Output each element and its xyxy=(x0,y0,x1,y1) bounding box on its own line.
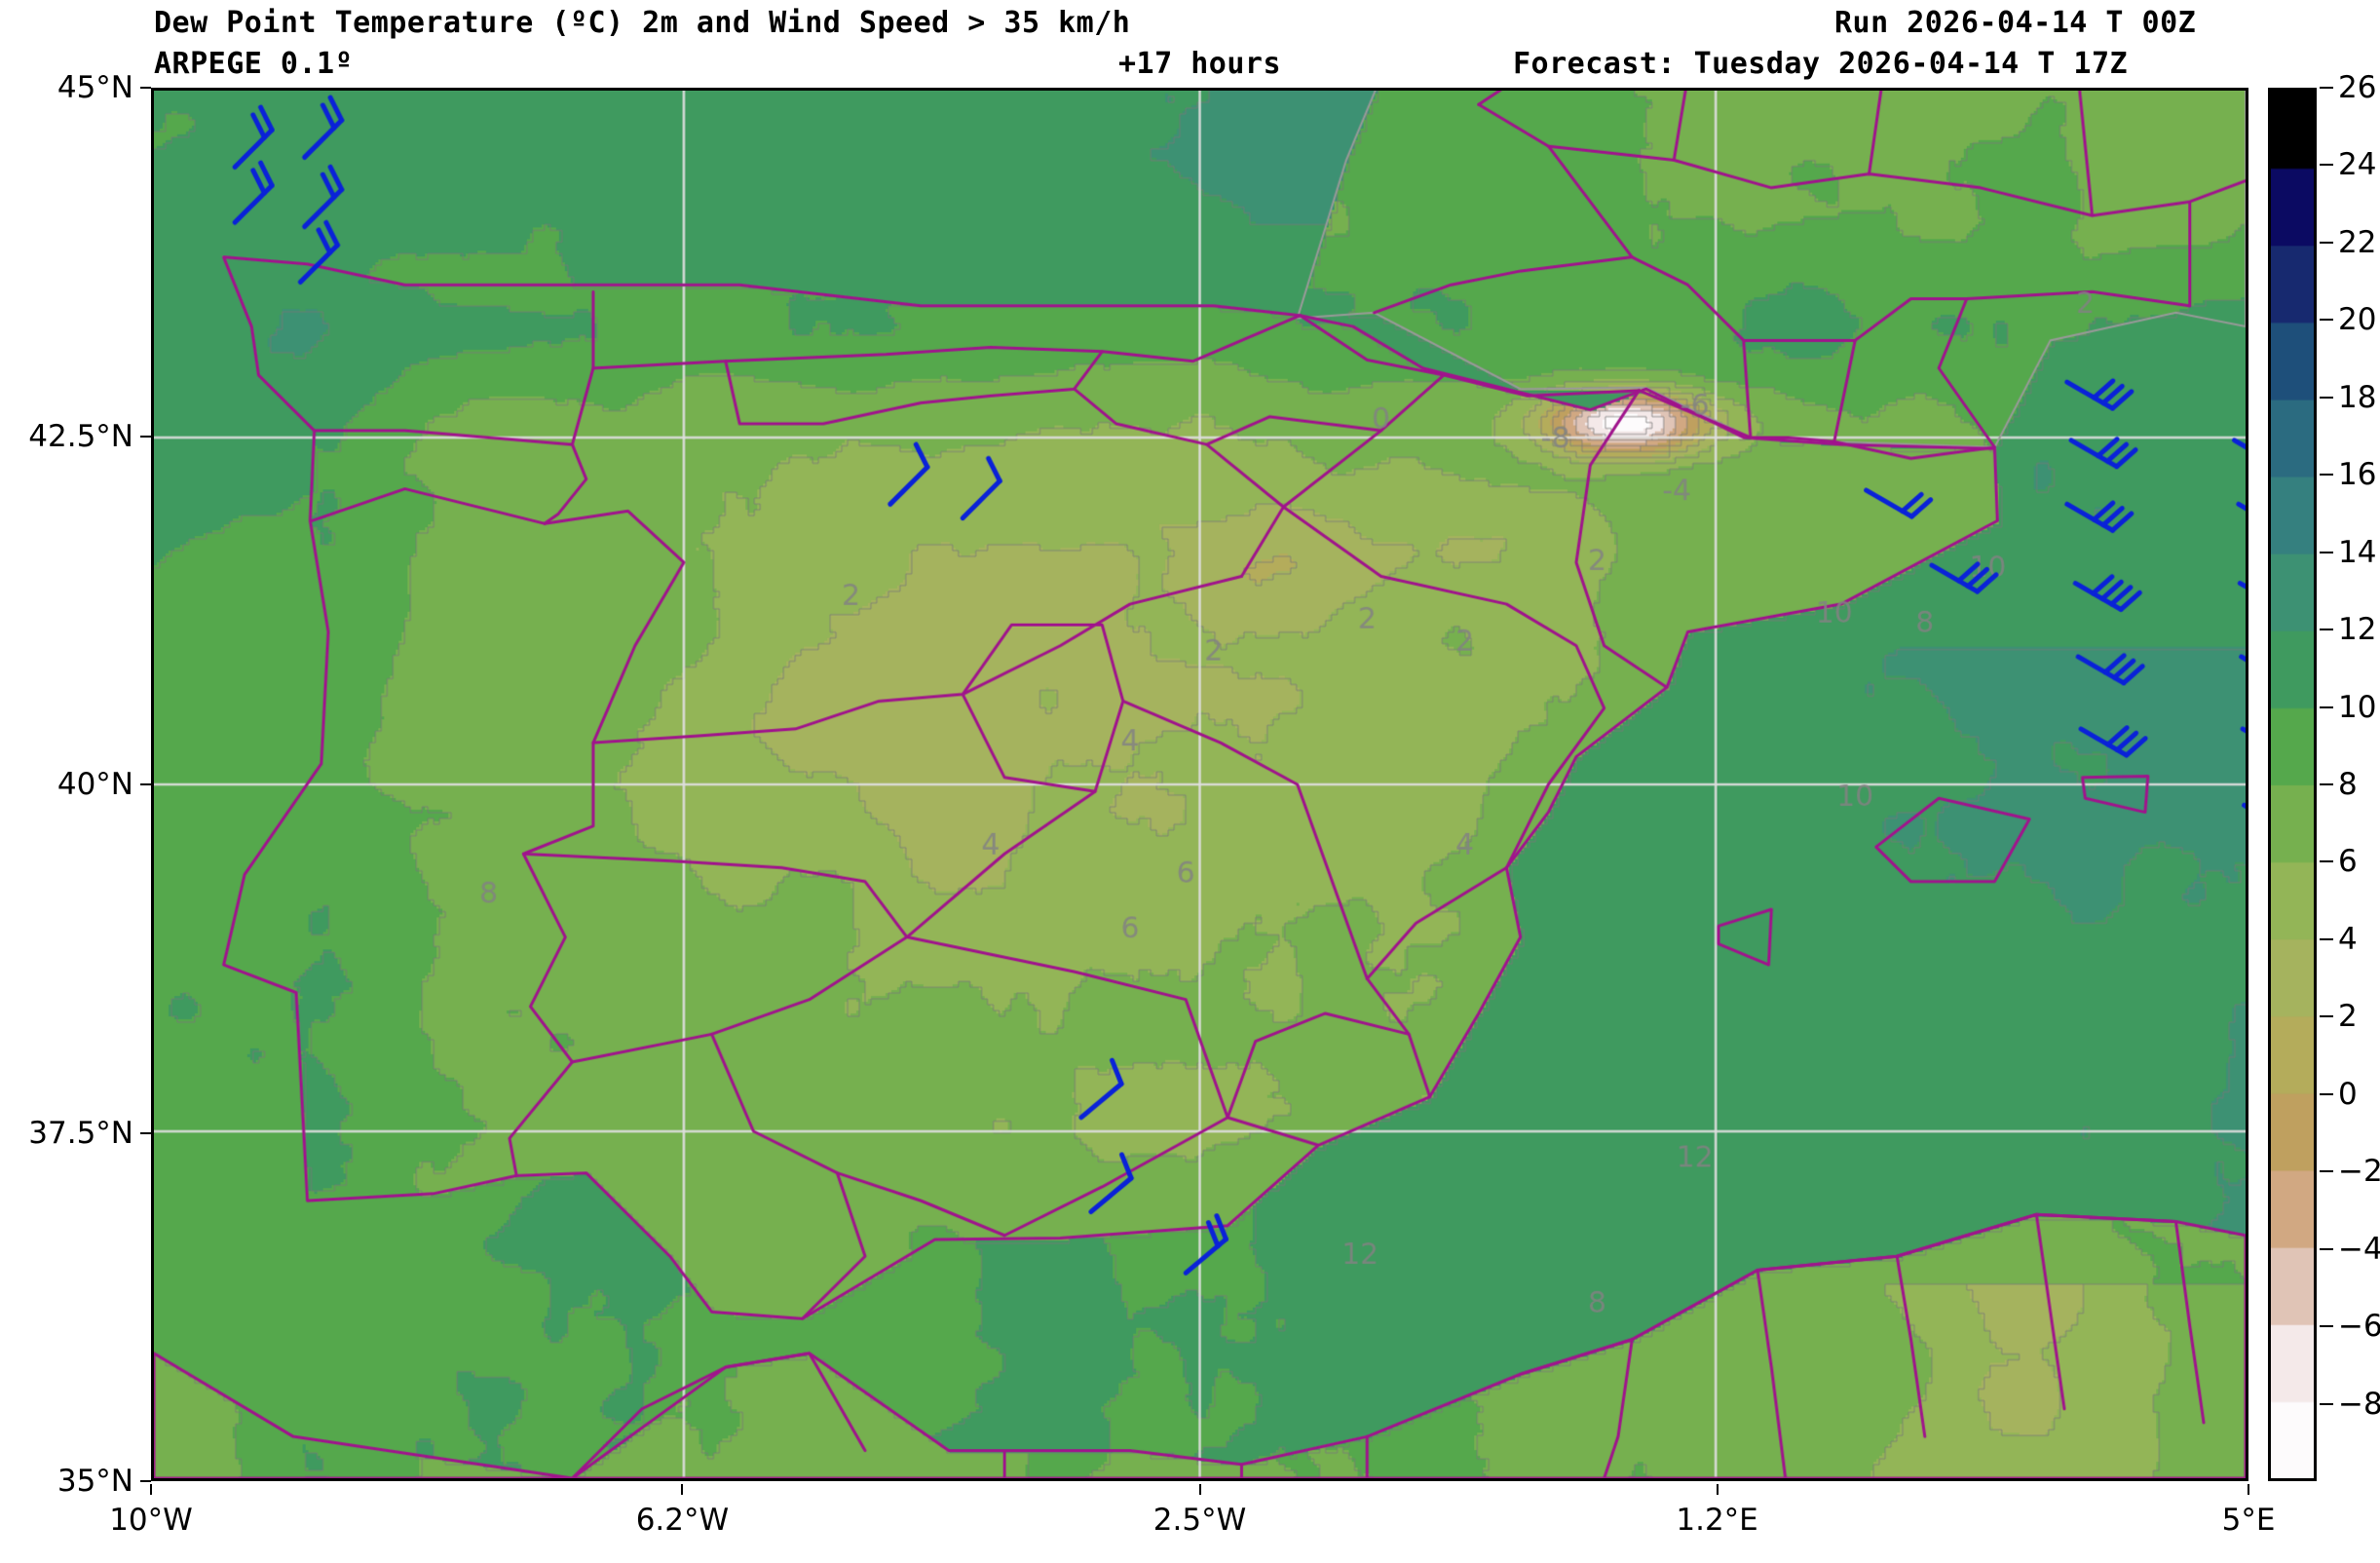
model-name: ARPEGE 0.1º xyxy=(154,47,354,81)
colorbar-label: 22 xyxy=(2338,224,2377,260)
colorbar-label: 0 xyxy=(2338,1076,2358,1112)
lead-time: +17 hours xyxy=(1118,47,1282,81)
x-axis-tick xyxy=(1716,1484,1719,1495)
forecast-timestamp: Forecast: Tuesday 2026-04-14 T 17Z xyxy=(1513,47,2129,81)
colorbar-tick xyxy=(2320,629,2333,631)
colorbar-label: 26 xyxy=(2338,70,2377,105)
map-plot-area[interactable] xyxy=(151,88,2248,1481)
dewpoint-contour-canvas xyxy=(154,91,2246,1478)
colorbar-tick xyxy=(2320,783,2333,785)
colorbar-tick xyxy=(2320,860,2333,863)
colorbar-tick xyxy=(2320,705,2333,708)
colorbar-tick xyxy=(2320,474,2333,477)
y-axis-label: 42.5°N xyxy=(28,418,133,454)
colorbar-label: 4 xyxy=(2338,921,2358,957)
colorbar-label: −2 xyxy=(2338,1154,2380,1190)
x-axis-tick xyxy=(150,1484,152,1495)
colorbar-label: −6 xyxy=(2338,1309,2380,1345)
colorbar-tick xyxy=(2320,241,2333,244)
colorbar-tick xyxy=(2320,87,2333,89)
y-axis-tick xyxy=(140,1480,151,1482)
colorbar-gradient xyxy=(2271,91,2314,1478)
x-axis-tick xyxy=(2248,1484,2249,1495)
x-axis-label: 5°E xyxy=(2221,1503,2276,1538)
colorbar-label: −4 xyxy=(2338,1231,2380,1267)
colorbar-label: 12 xyxy=(2338,612,2377,648)
run-timestamp: Run 2026-04-14 T 00Z xyxy=(1834,6,2197,40)
colorbar-tick xyxy=(2320,1015,2333,1018)
x-axis-label: 6.2°W xyxy=(635,1503,730,1538)
colorbar-tick xyxy=(2320,937,2333,940)
colorbar-tick xyxy=(2320,1402,2333,1405)
colorbar-label: 6 xyxy=(2338,844,2358,880)
map-title: Dew Point Temperature (ºC) 2m and Wind S… xyxy=(154,6,1131,40)
colorbar-tick xyxy=(2320,1170,2333,1173)
y-axis-tick xyxy=(140,87,151,89)
colorbar-tick xyxy=(2320,551,2333,553)
colorbar-label: 14 xyxy=(2338,534,2377,570)
colorbar-label: 8 xyxy=(2338,767,2358,802)
colorbar-label: 24 xyxy=(2338,147,2377,183)
colorbar xyxy=(2268,88,2317,1481)
colorbar-tick xyxy=(2320,1092,2333,1095)
y-axis-label: 37.5°N xyxy=(28,1115,133,1151)
y-axis-tick xyxy=(140,435,151,438)
colorbar-label: −8 xyxy=(2338,1386,2380,1422)
x-axis-tick xyxy=(1198,1484,1201,1495)
y-axis-label: 40°N xyxy=(57,767,133,802)
y-axis-tick xyxy=(140,783,151,785)
colorbar-label: 10 xyxy=(2338,689,2377,725)
x-axis-label: 1.2°E xyxy=(1676,1503,1758,1538)
colorbar-label: 20 xyxy=(2338,302,2377,338)
x-axis-label: 10°W xyxy=(109,1503,193,1538)
colorbar-label: 16 xyxy=(2338,457,2377,493)
colorbar-label: 2 xyxy=(2338,999,2358,1035)
x-axis-tick xyxy=(681,1484,684,1495)
y-axis-tick xyxy=(140,1131,151,1134)
colorbar-tick xyxy=(2320,1325,2333,1328)
colorbar-tick xyxy=(2320,164,2333,167)
colorbar-tick xyxy=(2320,396,2333,399)
colorbar-tick xyxy=(2320,319,2333,322)
colorbar-label: 18 xyxy=(2338,379,2377,415)
x-axis-label: 2.5°W xyxy=(1152,1503,1247,1538)
y-axis-label: 35°N xyxy=(57,1464,133,1499)
colorbar-tick xyxy=(2320,1247,2333,1250)
y-axis-label: 45°N xyxy=(57,70,133,105)
